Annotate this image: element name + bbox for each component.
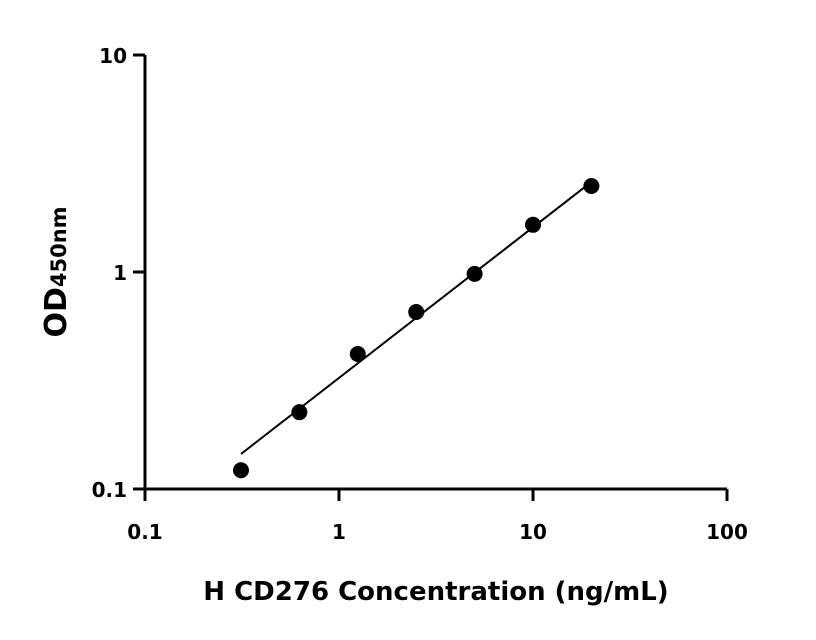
- y-axis-label: OD450nm: [39, 206, 74, 337]
- x-tick-label: 100: [706, 520, 748, 544]
- data-point: [233, 462, 250, 479]
- data-point: [291, 404, 308, 421]
- y-tick-label: 0.1: [92, 478, 127, 502]
- data-point: [466, 265, 483, 282]
- data-marks: [233, 178, 600, 479]
- x-axis-ticks: 0.1 1 10 100: [127, 489, 748, 544]
- data-point: [408, 304, 425, 321]
- data-point: [525, 216, 541, 233]
- x-tick-label: 10: [519, 520, 547, 544]
- data-point: [349, 345, 366, 362]
- x-tick-label: 1: [332, 520, 346, 544]
- x-axis-label: H CD276 Concentration (ng/mL): [203, 577, 668, 607]
- y-tick-label: 10: [99, 44, 127, 68]
- y-tick-label: 1: [113, 261, 127, 285]
- data-point: [583, 178, 600, 195]
- y-axis-ticks: 0.1 1 10: [92, 44, 145, 502]
- axes: [143, 55, 727, 491]
- y-axis-label-sub: 450nm: [47, 206, 71, 287]
- y-axis-label-main: OD: [39, 287, 74, 337]
- x-tick-label: 0.1: [127, 520, 162, 544]
